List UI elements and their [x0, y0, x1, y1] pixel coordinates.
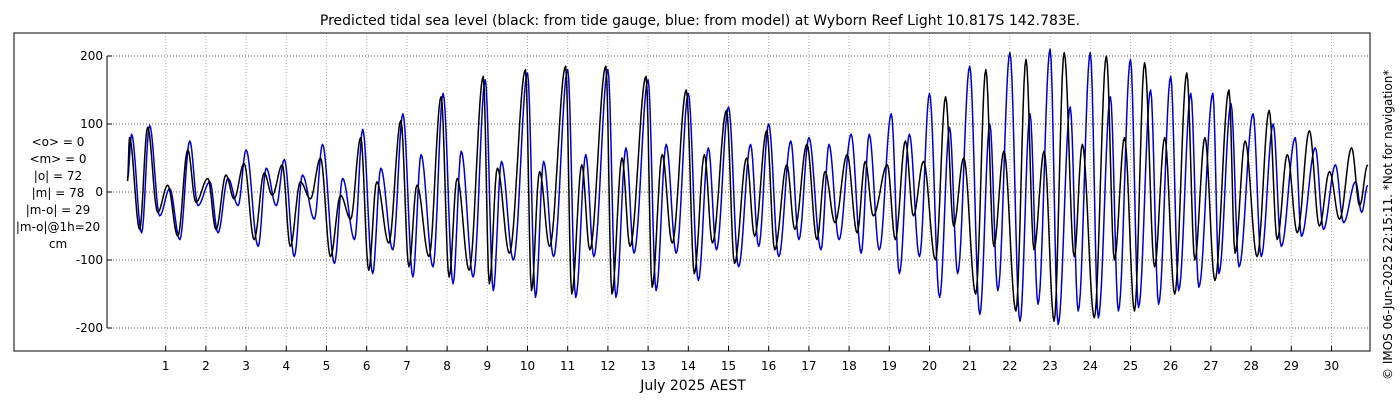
x-tick-label: 4 [282, 359, 290, 373]
y-axis-ticks: -200 -100 0 100 200 [76, 49, 112, 335]
x-tick-label: 10 [520, 359, 535, 373]
x-tick-label: 2 [202, 359, 210, 373]
x-tick-label: 8 [443, 359, 451, 373]
stat-line: <o> = 0 [32, 135, 85, 149]
x-tick-label: 15 [721, 359, 736, 373]
x-tick-label: 28 [1243, 359, 1258, 373]
stat-line: |o| = 72 [34, 169, 82, 183]
x-axis-label: July 2025 AEST [639, 378, 746, 394]
y-tick-label: 200 [80, 49, 103, 63]
x-tick-label: 25 [1123, 359, 1138, 373]
x-tick-label: 27 [1203, 359, 1218, 373]
y-tick-label: -100 [76, 253, 103, 267]
chart-title: Predicted tidal sea level (black: from t… [320, 13, 1080, 29]
x-tick-label: 19 [882, 359, 897, 373]
stat-line: <m> = 0 [29, 152, 86, 166]
stat-line: |m| = 78 [32, 186, 85, 200]
y-tick-label: 100 [80, 117, 103, 131]
x-tick-label: 26 [1163, 359, 1178, 373]
x-tick-label: 11 [560, 359, 575, 373]
copyright-notice: © IMOS 06-Jun-2025 22:15:11. *Not for na… [1381, 70, 1395, 380]
x-tick-label: 17 [801, 359, 816, 373]
x-tick-label: 22 [1002, 359, 1017, 373]
x-axis-ticks: 1 2 3 4 5 6 7 8 9 10 11 12 13 14 15 16 17 18 19 20 21 22 23 24 2… [162, 346, 1339, 373]
x-tick-label: 9 [483, 359, 491, 373]
x-tick-label: 13 [640, 359, 655, 373]
y-tick-label: -200 [76, 321, 103, 335]
x-tick-label: 14 [681, 359, 696, 373]
stat-line: |m-o|@1h=20 [16, 220, 100, 234]
x-tick-label: 30 [1324, 359, 1339, 373]
x-tick-label: 23 [1042, 359, 1057, 373]
series-tide-gauge [126, 51, 1369, 322]
x-tick-label: 21 [962, 359, 977, 373]
x-tick-label: 20 [922, 359, 937, 373]
x-tick-label: 5 [323, 359, 331, 373]
x-tick-label: 16 [761, 359, 776, 373]
statistics-summary: <o> = 0 <m> = 0 |o| = 72 |m| = 78 |m-o| = 29… [16, 135, 100, 251]
x-tick-label: 1 [162, 359, 170, 373]
x-tick-label: 24 [1083, 359, 1098, 373]
x-tick-label: 7 [403, 359, 411, 373]
x-tick-label: 12 [600, 359, 615, 373]
stat-line: |m-o| = 29 [26, 203, 91, 217]
y-tick-label: 0 [95, 185, 103, 199]
x-tick-label: 18 [841, 359, 856, 373]
x-tick-label: 3 [242, 359, 250, 373]
series-layer [126, 48, 1369, 326]
x-tick-label: 29 [1284, 359, 1299, 373]
stat-line: cm [49, 237, 67, 251]
x-tick-label: 6 [363, 359, 371, 373]
plot-frame [13, 32, 1371, 352]
